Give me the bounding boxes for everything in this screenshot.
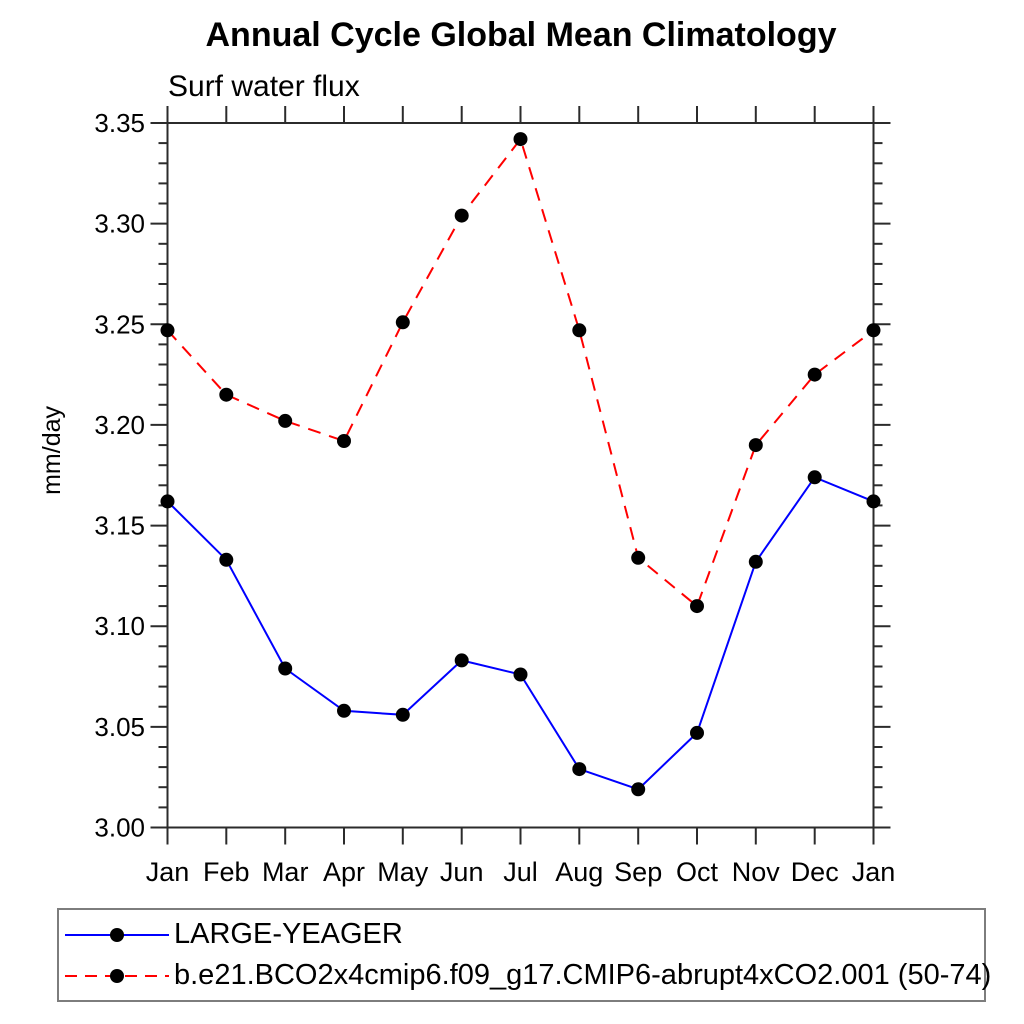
data-point-marker xyxy=(337,434,351,448)
y-tick-label: 3.15 xyxy=(94,511,145,541)
data-point-marker xyxy=(631,550,646,565)
data-point-marker xyxy=(631,782,646,797)
y-tick-label: 3.20 xyxy=(94,410,145,440)
y-tick-label: 3.05 xyxy=(94,712,145,742)
data-point-marker xyxy=(454,208,469,223)
data-point-marker xyxy=(807,367,822,382)
y-tick-label: 3.00 xyxy=(94,813,145,843)
data-point-marker xyxy=(160,494,175,509)
x-tick-label: Sep xyxy=(614,857,662,887)
x-tick-label: Jul xyxy=(503,857,538,887)
data-point-marker xyxy=(748,554,763,569)
legend-swatch-solid-line xyxy=(65,927,169,942)
legend-label: b.e21.BCO2x4cmip6.f09_g17.CMIP6-abrupt4x… xyxy=(174,959,992,991)
data-point-marker xyxy=(278,413,293,428)
legend-entry-large-yeager: LARGE-YEAGER xyxy=(63,914,984,955)
data-point-marker xyxy=(395,315,410,330)
data-point-marker xyxy=(513,132,528,147)
data-point-marker xyxy=(513,667,528,682)
legend-marker-dot-icon xyxy=(110,968,124,983)
y-tick-label: 3.30 xyxy=(94,209,145,239)
x-tick-label: Mar xyxy=(262,857,309,887)
x-tick-label: Nov xyxy=(732,857,781,887)
data-point-marker xyxy=(807,470,822,485)
legend-swatch-dashed-line xyxy=(65,968,169,983)
data-point-marker xyxy=(160,323,175,338)
x-tick-label: Feb xyxy=(203,857,250,887)
data-point-marker xyxy=(866,323,881,338)
x-tick-label: Jun xyxy=(440,857,484,887)
legend-entry-model-run: b.e21.BCO2x4cmip6.f09_g17.CMIP6-abrupt4x… xyxy=(63,955,991,996)
data-point-marker xyxy=(337,703,351,718)
legend-box: LARGE-YEAGER b.e21.BCO2x4cmip6.f09_g17.C… xyxy=(57,908,991,1002)
data-point-marker xyxy=(219,552,234,567)
series-line-0 xyxy=(166,476,874,791)
data-point-marker xyxy=(690,725,704,740)
data-point-marker xyxy=(572,762,587,777)
y-tick-label: 3.10 xyxy=(94,611,145,641)
data-point-marker xyxy=(278,661,293,676)
data-point-marker xyxy=(454,653,469,668)
y-tick-label: 3.25 xyxy=(94,309,145,339)
x-tick-label: Oct xyxy=(676,857,719,887)
legend-marker-dot-icon xyxy=(110,927,124,942)
x-tick-label: Apr xyxy=(323,857,365,887)
legend-label: LARGE-YEAGER xyxy=(174,918,403,950)
series-line-1 xyxy=(166,136,875,608)
x-tick-label: Dec xyxy=(791,857,839,887)
data-point-marker xyxy=(219,387,234,402)
plot-frame xyxy=(166,122,875,829)
chart-subtitle: Surf water flux xyxy=(168,70,360,103)
x-tick-label: May xyxy=(377,857,429,887)
x-tick-label: Jan xyxy=(852,857,896,887)
data-point-marker xyxy=(690,599,704,614)
y-tick-label: 3.35 xyxy=(94,108,145,138)
data-point-marker xyxy=(866,494,881,509)
data-point-marker xyxy=(572,323,587,338)
x-tick-label: Jan xyxy=(146,857,190,887)
x-tick-label: Aug xyxy=(555,857,603,887)
data-point-marker xyxy=(395,707,410,722)
data-point-marker xyxy=(748,438,763,453)
chart-title: Annual Cycle Global Mean Climatology xyxy=(205,16,837,54)
